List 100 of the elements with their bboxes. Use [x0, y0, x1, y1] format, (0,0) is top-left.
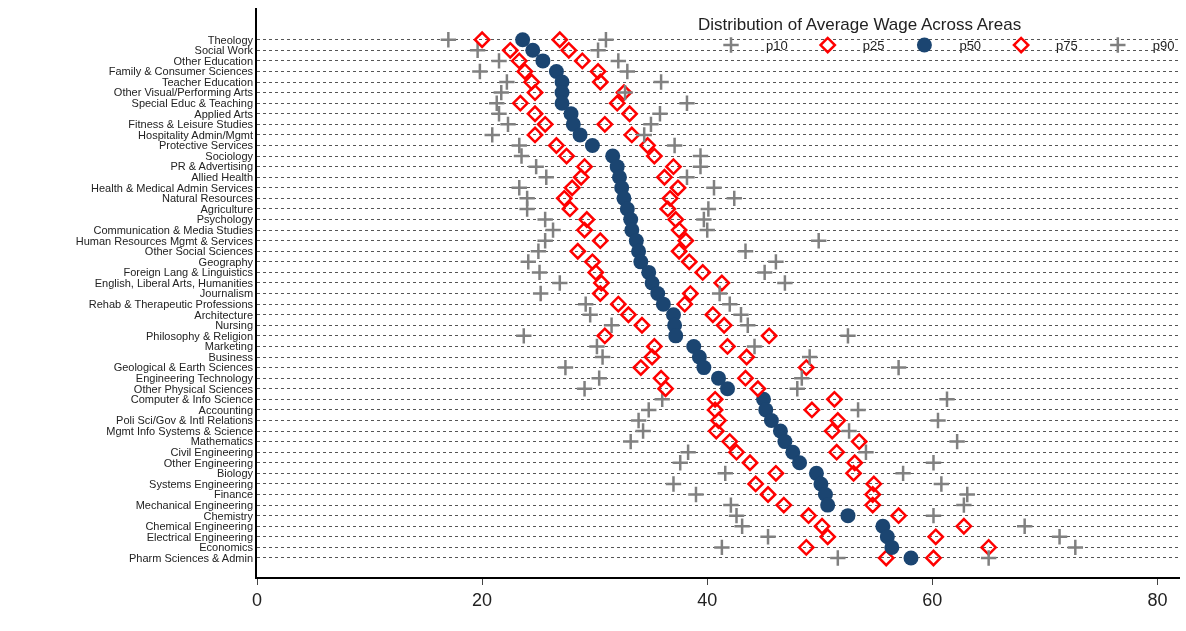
point — [593, 274, 610, 292]
y-tick-label: Mechanical Engineering — [135, 498, 254, 511]
point — [850, 433, 868, 451]
point — [575, 379, 594, 398]
point — [738, 348, 756, 366]
y-tick-label: Journalism — [199, 287, 254, 300]
y-tick-label: Human Resources Mgmt & Services — [75, 234, 254, 247]
point — [737, 369, 754, 387]
point — [677, 232, 695, 250]
point — [483, 125, 502, 144]
point — [487, 94, 506, 113]
point — [813, 517, 831, 535]
point — [669, 179, 687, 197]
point — [551, 31, 569, 49]
point — [531, 284, 550, 303]
point — [691, 157, 710, 176]
point — [725, 189, 744, 208]
point — [535, 53, 551, 69]
point — [602, 316, 621, 335]
point — [687, 485, 705, 504]
point — [766, 252, 785, 271]
point — [589, 63, 607, 80]
point — [694, 210, 713, 229]
point — [511, 94, 529, 112]
point — [473, 31, 491, 49]
point — [510, 52, 528, 70]
legend-label: p50 — [959, 38, 982, 54]
point — [676, 295, 694, 313]
point — [707, 422, 725, 440]
point — [840, 508, 856, 524]
x-tick-label: 20 — [472, 590, 493, 611]
point — [823, 422, 841, 440]
point — [877, 549, 895, 567]
point — [652, 369, 670, 387]
legend-label: p75 — [1056, 38, 1078, 54]
point — [680, 253, 698, 271]
point — [839, 326, 857, 345]
y-tick-label: Natural Resources — [161, 192, 254, 205]
point — [736, 242, 755, 261]
point — [929, 411, 947, 430]
point — [530, 263, 549, 282]
point — [884, 539, 900, 555]
point — [655, 296, 671, 312]
point — [679, 443, 698, 462]
point — [526, 126, 544, 144]
point — [958, 485, 977, 504]
point — [819, 528, 837, 546]
y-tick-label: Nursing — [215, 319, 254, 332]
point — [889, 358, 908, 377]
point — [639, 137, 656, 154]
point — [587, 264, 605, 281]
point — [857, 443, 875, 462]
point — [865, 475, 883, 493]
point — [890, 507, 907, 525]
point — [792, 369, 811, 388]
point — [755, 263, 774, 282]
point — [645, 338, 663, 355]
point — [710, 412, 727, 429]
point — [556, 358, 575, 377]
point — [633, 254, 649, 270]
y-tick-label: Agriculture — [200, 202, 254, 215]
point — [536, 231, 555, 250]
point — [555, 189, 573, 207]
y-tick-label: Accounting — [198, 403, 254, 416]
point — [775, 274, 794, 292]
point — [573, 52, 591, 70]
point — [954, 496, 973, 515]
x-tick-label: 40 — [697, 590, 718, 611]
point — [696, 360, 712, 376]
point — [651, 104, 669, 123]
point — [721, 433, 739, 451]
point — [501, 41, 519, 59]
point — [576, 158, 593, 176]
point — [665, 158, 682, 176]
point — [809, 231, 828, 250]
point — [849, 400, 868, 419]
point — [591, 232, 609, 250]
point — [572, 127, 588, 143]
point — [569, 242, 587, 260]
point — [800, 348, 819, 366]
y-tick-label: Engineering Technology — [135, 372, 254, 385]
point — [792, 455, 808, 471]
point — [642, 115, 660, 134]
point — [903, 550, 919, 566]
point — [576, 221, 593, 239]
point — [523, 73, 541, 91]
y-tick-label: Pharm Sciences & Admin — [128, 551, 254, 564]
point — [699, 200, 718, 218]
point — [621, 105, 638, 123]
point — [979, 549, 998, 567]
point — [439, 30, 458, 49]
y-tick-label: Health & Medical Admin Services — [91, 181, 254, 194]
point — [800, 507, 817, 525]
point — [706, 401, 724, 419]
point — [589, 41, 608, 60]
point — [924, 453, 943, 472]
point — [704, 306, 722, 324]
point — [643, 348, 661, 366]
point — [826, 390, 843, 408]
point — [864, 486, 882, 503]
